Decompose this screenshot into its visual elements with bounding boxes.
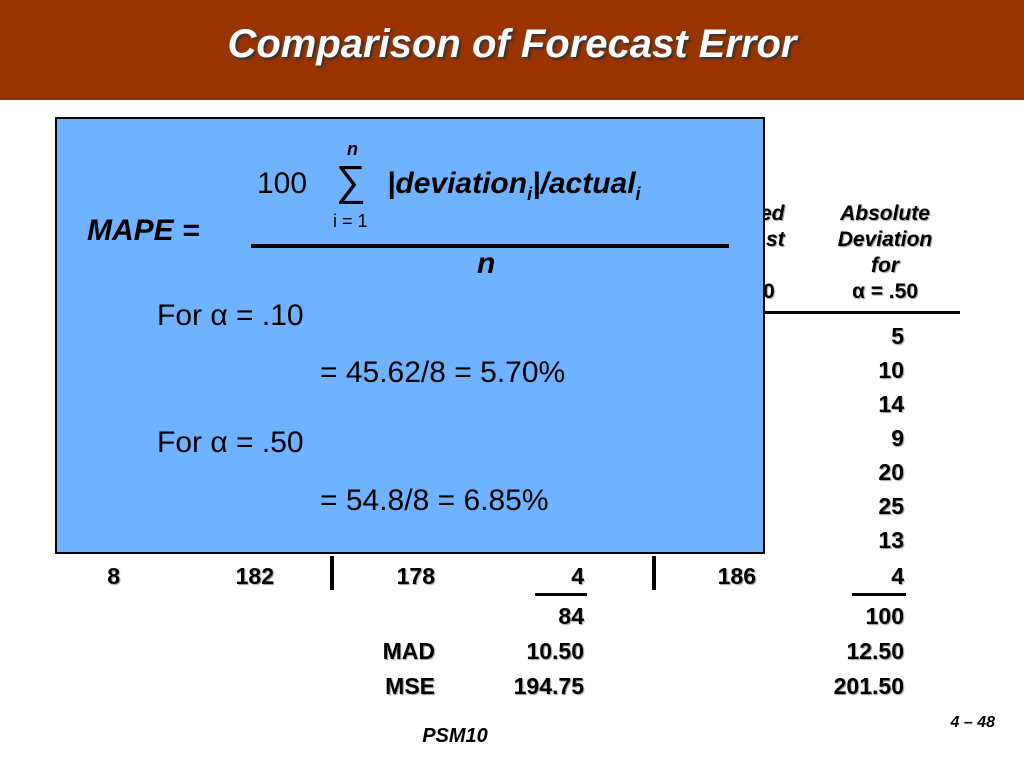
mse-10: 194.75 — [513, 673, 584, 699]
header-partial-2: st — [766, 228, 785, 251]
forecast50-8: 186 — [717, 563, 756, 589]
actual-8: 182 — [235, 563, 274, 589]
formula-denominator: n — [477, 247, 496, 280]
case-alpha-50-label: For α = .50 — [157, 426, 304, 459]
absdev50-row-1: 5 — [891, 323, 904, 349]
footer-center: PSM10 — [422, 725, 488, 747]
sum-underline-10 — [535, 593, 587, 596]
sum-underline-50 — [852, 593, 906, 596]
mse-50: 201.50 — [833, 673, 904, 699]
numerator-deviation: |deviation — [387, 167, 528, 200]
absdev50-row-6: 25 — [878, 493, 904, 519]
numerator-actual: |/actual — [532, 167, 636, 200]
total-absdev50: 100 — [865, 603, 904, 629]
column-divider-2 — [652, 556, 656, 590]
header-underline — [765, 311, 960, 314]
header-alpha: α = .50 — [851, 280, 919, 303]
absdev10-8: 4 — [571, 563, 584, 589]
numerator-subscript-2: i — [635, 184, 641, 204]
fraction-bar — [251, 244, 729, 248]
slide-title: Comparison of Forecast Error — [227, 22, 797, 66]
mad-label: MAD — [382, 638, 435, 664]
case-alpha-10-label: For α = .10 — [157, 299, 304, 332]
absdev50-row-5: 20 — [878, 459, 904, 485]
mad-10: 10.50 — [526, 638, 584, 664]
title-bar — [0, 0, 1024, 100]
mse-label: MSE — [385, 673, 435, 699]
mape-label: MAPE = — [87, 214, 200, 247]
case-alpha-50-result: = 54.8/8 = 6.85% — [320, 484, 549, 517]
header-partial-1: ed — [760, 202, 785, 225]
absdev50-row-3: 14 — [878, 391, 904, 417]
sigma-upper-limit: n — [347, 139, 358, 159]
formula-coefficient: 100 — [257, 167, 308, 200]
mape-formula-box: n 100 ∑ i = 1 |deviationi|/actuali MAPE … — [55, 117, 765, 554]
absdev50-row-2: 10 — [878, 357, 904, 383]
header-absolute: Absolute — [840, 202, 930, 225]
sigma-symbol: ∑ — [336, 157, 366, 204]
absdev50-row-7: 13 — [878, 527, 904, 553]
total-absdev10: 84 — [558, 603, 584, 629]
header-for: for — [871, 254, 899, 277]
forecast10-8: 178 — [396, 563, 435, 589]
case-alpha-10-result: = 45.62/8 = 5.70% — [320, 356, 566, 389]
header-deviation: Deviation — [837, 228, 933, 251]
mad-50: 12.50 — [846, 638, 904, 664]
quarter-8: 8 — [107, 563, 120, 589]
sigma-lower-limit: i = 1 — [333, 211, 368, 231]
formula-numerator: |deviationi|/actuali — [387, 167, 641, 205]
page-number: 4 – 48 — [950, 714, 995, 731]
absdev50-row-4: 9 — [891, 425, 904, 451]
header-partial-3: 0 — [763, 280, 775, 303]
column-divider-1 — [330, 556, 334, 590]
numerator-subscript-1: i — [527, 184, 533, 204]
absdev50-8: 4 — [891, 563, 904, 589]
